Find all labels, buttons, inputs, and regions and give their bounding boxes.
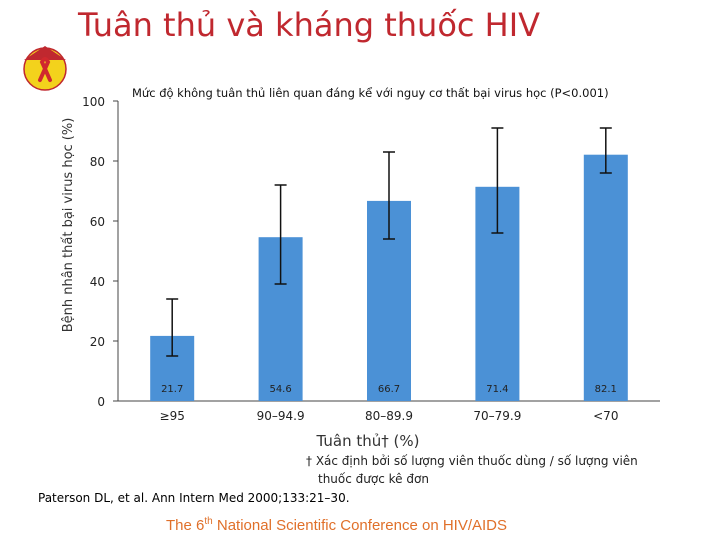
x-tick-label: ≥95	[160, 409, 185, 423]
slide-title: Tuân thủ và kháng thuốc HIV	[78, 6, 541, 44]
logo-ribbon	[38, 57, 52, 82]
y-tick-label: 40	[90, 275, 105, 289]
reference-citation: Paterson DL, et al. Ann Intern Med 2000;…	[38, 491, 350, 505]
footnote: † Xác định bởi số lượng viên thuốc dùng …	[306, 452, 686, 488]
x-tick-label: <70	[593, 409, 618, 423]
y-tick-label: 20	[90, 335, 105, 349]
value-label: 54.6	[269, 384, 291, 395]
red-ribbon-icon	[23, 46, 67, 91]
x-axis-label: Tuân thủ† (%)	[316, 432, 420, 450]
conference-footer: The 6th National Scientific Conference o…	[166, 516, 507, 534]
value-label: 21.7	[161, 384, 183, 395]
footnote-line-1: † Xác định bởi số lượng viên thuốc dùng …	[306, 454, 638, 468]
bar	[583, 154, 628, 401]
conference-text-post: National Scientific Conference on HIV/AI…	[212, 517, 508, 534]
significance-annotation: Mức độ không tuân thủ liên quan đáng kể …	[132, 86, 609, 100]
y-tick-label: 80	[90, 155, 105, 169]
x-tick-labels: ≥95 90–94.9 80–89.9 70–79.9 <70	[160, 409, 619, 423]
y-axis-label: Bệnh nhân thất bại virus học (%)	[61, 118, 76, 333]
x-tick-label: 70–79.9	[473, 409, 521, 423]
error-bars	[166, 127, 612, 357]
y-tick-label: 0	[97, 395, 105, 409]
logo-hat	[24, 46, 66, 60]
y-tick-label: 100	[82, 95, 105, 109]
value-label: 82.1	[595, 384, 617, 395]
y-ticks: 0 20 40 60 80 100	[82, 95, 118, 409]
bar-chart: Bệnh nhân thất bại virus học (%) Mức độ …	[61, 86, 660, 450]
value-labels: 21.7 54.6 66.7 71.4 82.1	[161, 384, 617, 395]
x-tick-label: 90–94.9	[257, 409, 305, 423]
conference-text-pre: The 6	[166, 517, 205, 534]
conference-text-sup: th	[204, 516, 213, 527]
y-tick-label: 60	[90, 215, 105, 229]
value-label: 71.4	[486, 384, 508, 395]
x-tick-label: 80–89.9	[365, 409, 413, 423]
footnote-line-2: thuốc được kê đơn	[318, 472, 429, 486]
value-label: 66.7	[378, 384, 400, 395]
